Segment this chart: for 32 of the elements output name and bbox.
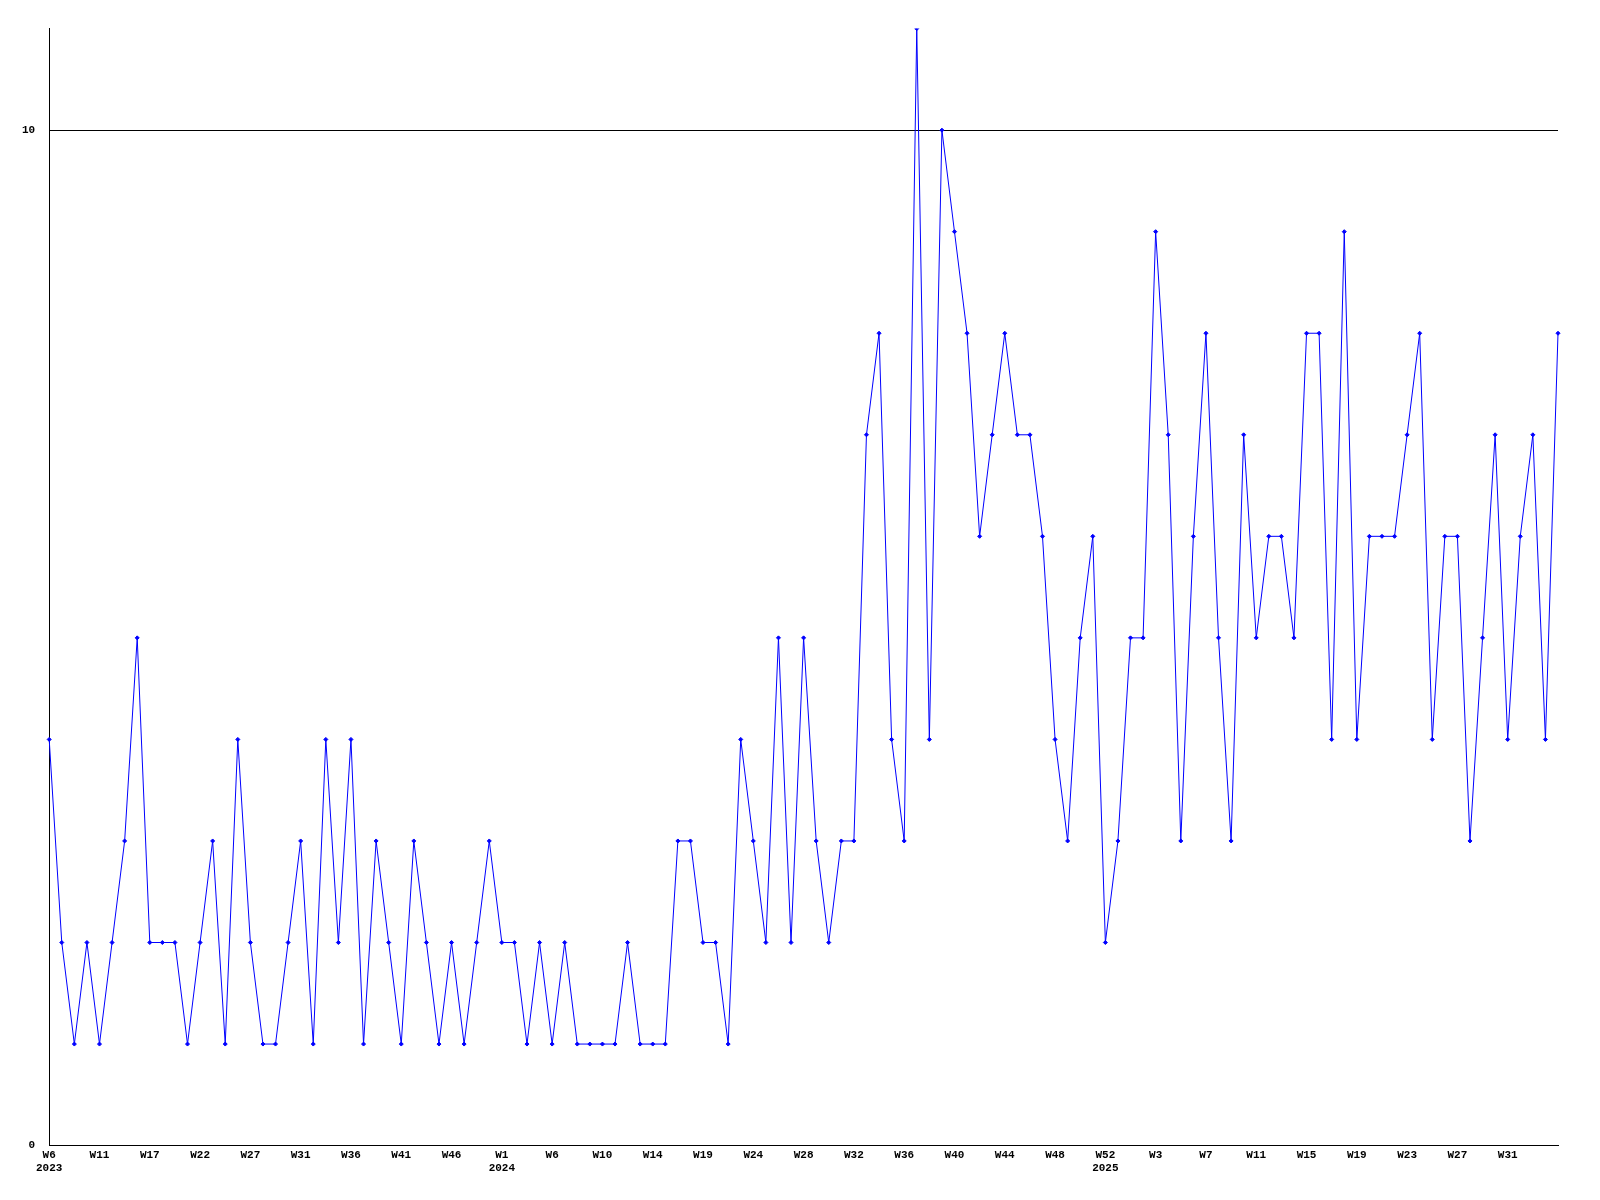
x-tick-label: W24 (743, 1148, 764, 1161)
x-tick-label: W6 (545, 1148, 559, 1161)
x-tick-label: W11 (89, 1148, 110, 1161)
x-tick-label: W6 2023 (36, 1148, 63, 1175)
x-tick-label: W31 (290, 1148, 311, 1161)
x-tick-label: W28 (793, 1148, 814, 1161)
x-tick-label: W31 (1497, 1148, 1518, 1161)
x-tick-label: W17 (139, 1148, 160, 1161)
x-tick-label: W48 (1045, 1148, 1066, 1161)
x-tick-label: W11 (1246, 1148, 1267, 1161)
x-tick-label: W15 (1296, 1148, 1317, 1161)
x-tick-label: W40 (944, 1148, 965, 1161)
x-tick-label: W23 (1397, 1148, 1418, 1161)
x-tick-label: W52 2025 (1092, 1148, 1119, 1175)
x-tick-label: W27 (240, 1148, 261, 1161)
x-tick-label: W41 (391, 1148, 412, 1161)
x-tick-label: W32 (843, 1148, 864, 1161)
x-tick-label: W44 (994, 1148, 1016, 1161)
x-tick-label: W14 (642, 1148, 664, 1161)
x-tick-label: W27 (1447, 1148, 1468, 1161)
x-tick-label: W10 (592, 1148, 613, 1161)
x-tick-label: W7 (1199, 1148, 1213, 1161)
x-tick-label: W1 2024 (488, 1148, 516, 1175)
x-tick-label: W46 (441, 1148, 462, 1161)
x-tick-label: W19 (1346, 1148, 1367, 1161)
x-tick-label: W22 (190, 1148, 210, 1161)
x-tick-label: W3 (1149, 1148, 1163, 1161)
y-tick-label: 10 (22, 123, 36, 136)
y-tick-label: 0 (28, 1139, 36, 1152)
x-tick-label: W19 (693, 1148, 713, 1161)
x-tick-label: W36 (341, 1148, 361, 1161)
x-tick-label: W36 (894, 1148, 915, 1161)
